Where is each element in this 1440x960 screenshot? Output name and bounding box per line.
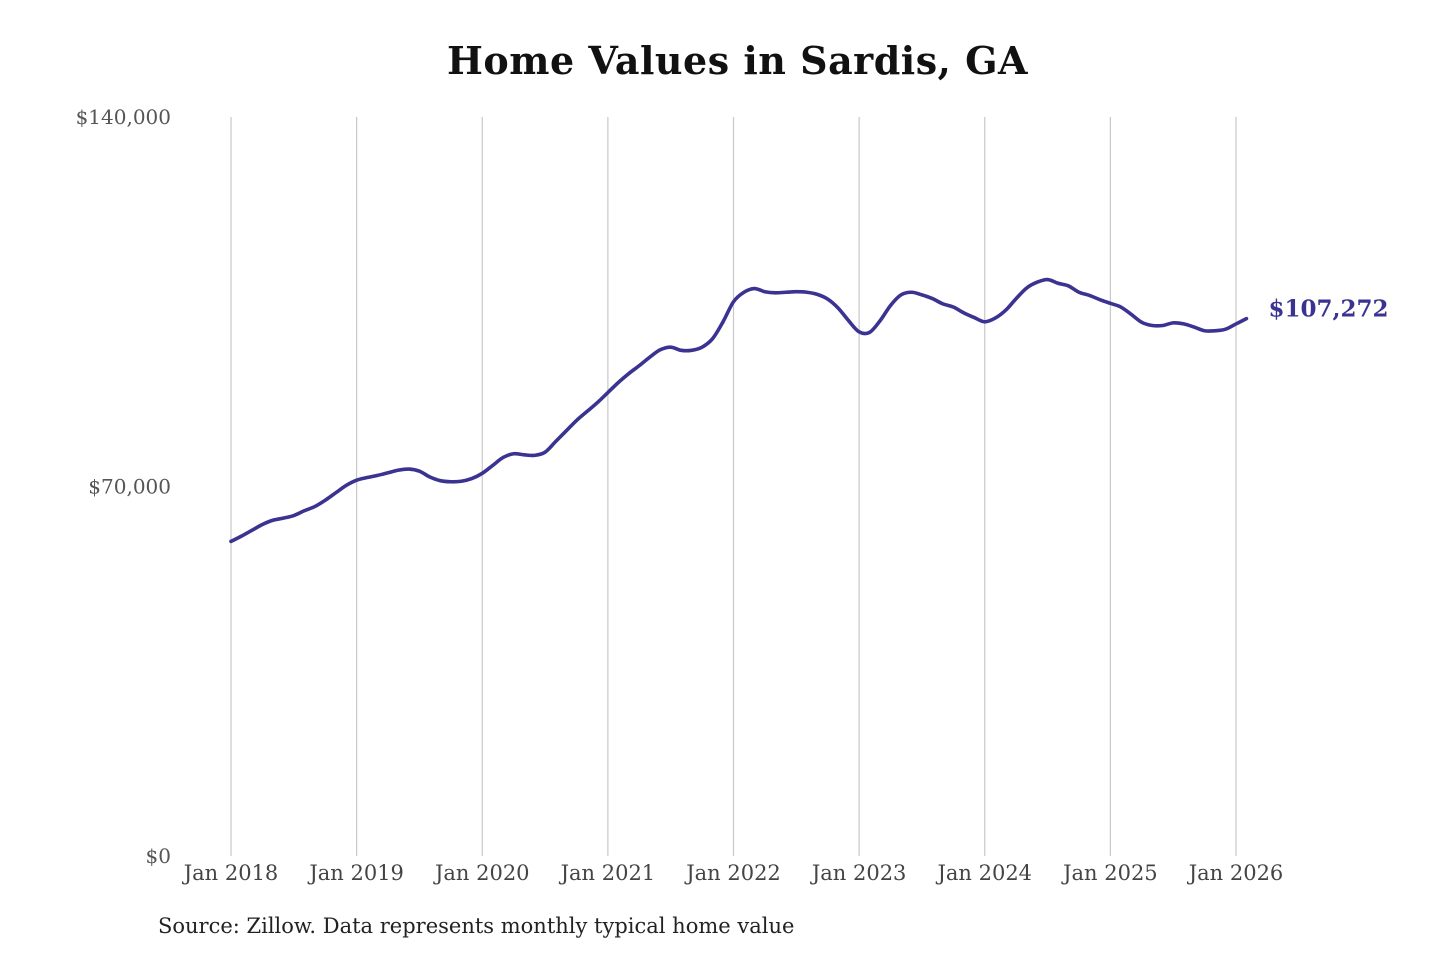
x-tick-label: Jan 2024 (935, 861, 1032, 885)
x-tick-label: Jan 2018 (182, 861, 279, 885)
latest-value-label: $107,272 (1268, 296, 1388, 323)
x-tick-label: Jan 2025 (1061, 861, 1158, 885)
chart-title: Home Values in Sardis, GA (446, 38, 1028, 83)
x-axis: Jan 2018 Jan 2019 Jan 2020 Jan 2021 Jan 2022… (182, 861, 1284, 885)
x-tick-label: Jan 2022 (684, 861, 781, 885)
y-tick-label: $140,000 (76, 105, 171, 129)
y-axis: $0 $70,000 $140,000 (76, 105, 171, 868)
x-tick-label: Jan 2020 (433, 861, 530, 885)
x-tick-label: Jan 2026 (1187, 861, 1284, 885)
series-layer (229, 277, 1249, 544)
x-tick-label: Jan 2021 (559, 861, 656, 885)
y-tick-label: $70,000 (88, 475, 171, 499)
x-tick-label: Jan 2023 (810, 861, 907, 885)
x-tick-label: Jan 2019 (307, 861, 404, 885)
source-note: Source: Zillow. Data represents monthly … (158, 914, 795, 938)
vertical-gridlines (230, 117, 1237, 856)
y-tick-label: $0 (146, 844, 171, 868)
annotation-layer: $107,272 (1268, 296, 1388, 323)
home-value-line (229, 277, 1249, 544)
